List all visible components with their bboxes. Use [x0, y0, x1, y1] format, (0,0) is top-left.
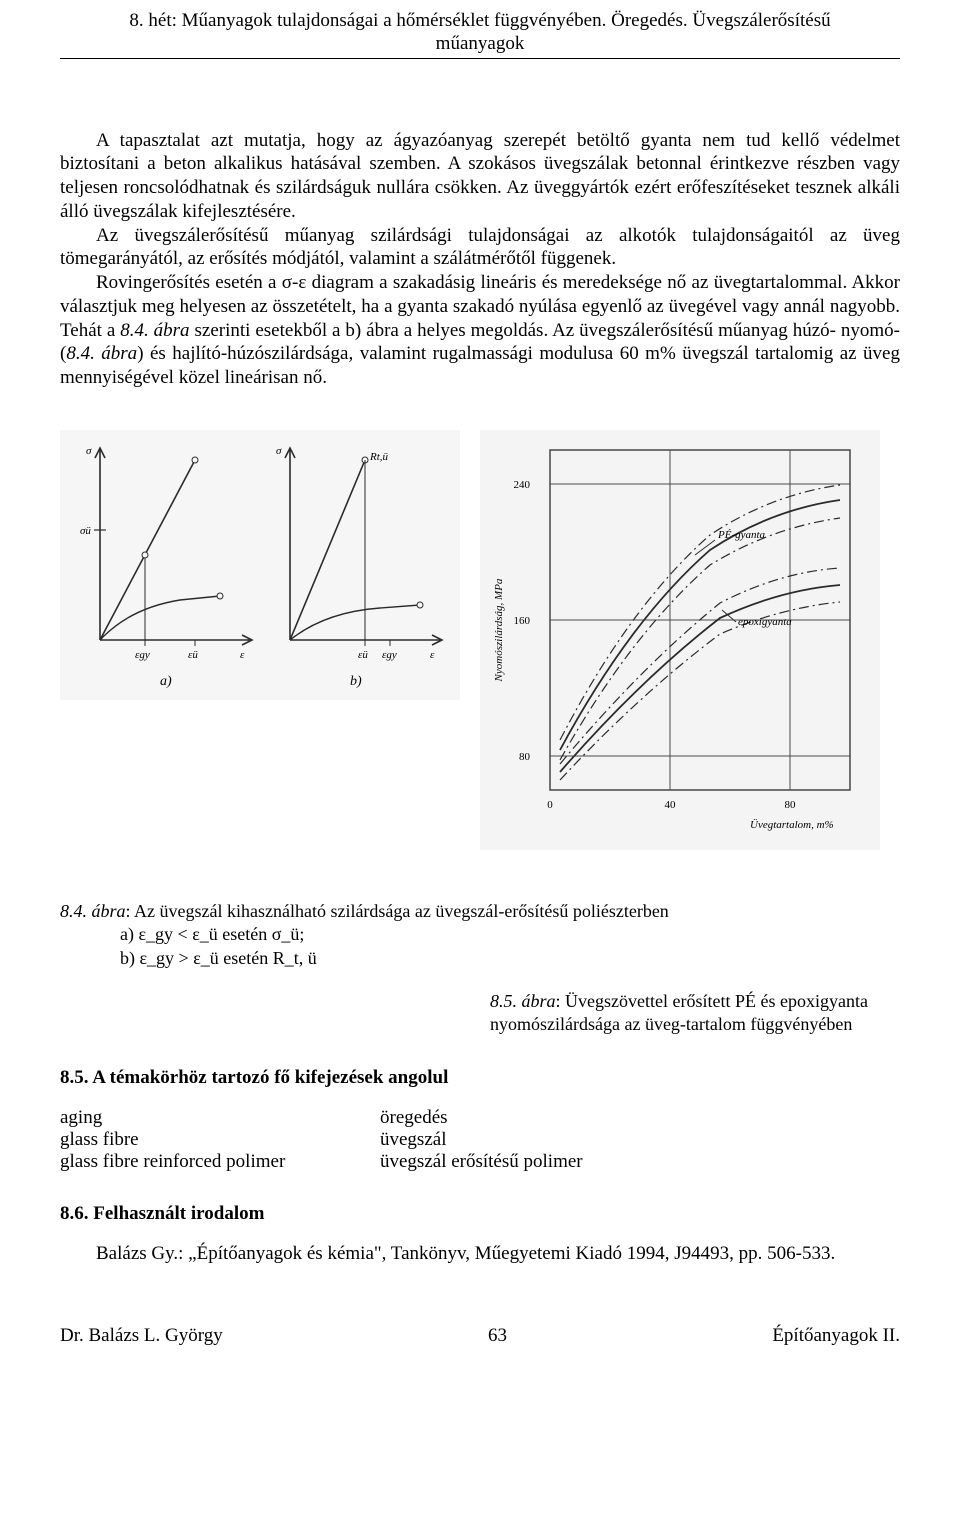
page-footer: Dr. Balázs L. György 63 Építőanyagok II.	[60, 1325, 900, 1347]
fig85-xtick-40: 40	[665, 799, 677, 811]
running-header: 8. hét: Műanyagok tulajdonságai a hőmérs…	[60, 0, 900, 59]
page: 8. hét: Műanyagok tulajdonságai a hőmérs…	[0, 0, 960, 1387]
figure-8-5: PÉ-gyanta epoxigyanta 80 160 240 0 40 80…	[480, 430, 880, 855]
terms-table: aging öregedés glass fibre üvegszál glas…	[60, 1107, 900, 1173]
p3-italic-2: 8.4. ábra	[66, 343, 137, 364]
term-row: glass fibre üvegszál	[60, 1129, 900, 1151]
header-line1: 8. hét: Műanyagok tulajdonságai a hőmérs…	[129, 10, 830, 31]
body-text: A tapasztalat azt mutatja, hogy az ágyaz…	[60, 129, 900, 390]
fig85-caption-title: 8.5. ábra	[490, 991, 556, 1011]
fig84-caption-body: : Az üvegszál kihasználható szilárdsága …	[126, 901, 669, 921]
p3-part-c: ) és hajlító-húzószilárdsága, valamint r…	[60, 343, 900, 388]
fig85-xlabel: Üvegtartalom, m%	[750, 819, 834, 831]
term-en: aging	[60, 1107, 380, 1129]
fig84a-epsu-label: εü	[188, 649, 198, 661]
fig85-svg: PÉ-gyanta epoxigyanta 80 160 240 0 40 80…	[480, 430, 880, 850]
figure-8-4: σ σü εgy εü ε a)	[60, 430, 460, 705]
fig84b-rtu-label: Rt,ü	[369, 451, 389, 463]
fig84a-sigma-label: σ	[86, 445, 92, 457]
term-hu: öregedés	[380, 1107, 448, 1129]
fig85-series1-label: PÉ-gyanta	[717, 529, 766, 541]
term-row: glass fibre reinforced polimer üvegszál …	[60, 1151, 900, 1173]
bibliography-entry: Balázs Gy.: „Építőanyagok és kémia", Tan…	[60, 1243, 900, 1265]
footer-right: Építőanyagok II.	[772, 1325, 900, 1347]
term-en: glass fibre reinforced polimer	[60, 1151, 380, 1173]
fig85-series2-label: epoxigyanta	[738, 616, 792, 628]
fig85-xtick-80: 80	[785, 799, 797, 811]
term-hu: üvegszál erősítésű polimer	[380, 1151, 583, 1173]
section-8-6-heading: 8.6. Felhasznált irodalom	[60, 1203, 900, 1225]
term-row: aging öregedés	[60, 1107, 900, 1129]
fig85-caption: 8.5. ábra: Üvegszövettel erősített PÉ és…	[490, 990, 900, 1037]
fig85-ytick-160: 160	[514, 615, 531, 627]
fig84b-epsgy-label: εgy	[382, 649, 397, 661]
fig84a-eps-label: ε	[240, 649, 245, 661]
header-line2: műanyagok	[436, 33, 525, 54]
section-8-5-heading: 8.5. A témakörhöz tartozó fő kifejezések…	[60, 1067, 900, 1089]
fig84-label-b: b)	[350, 674, 362, 689]
fig84-svg: σ σü εgy εü ε a)	[60, 430, 460, 700]
fig85-ytick-80: 80	[519, 751, 531, 763]
fig84a-epsgy-label: εgy	[135, 649, 150, 661]
term-en: glass fibre	[60, 1129, 380, 1151]
footer-left: Dr. Balázs L. György	[60, 1325, 223, 1347]
fig84a-sigmau-label: σü	[80, 525, 91, 537]
fig85-xtick-0: 0	[547, 799, 553, 811]
fig84-caption-item-b: b) ε_gy > ε_ü esetén R_t, ü	[120, 947, 900, 970]
paragraph-3: Rovingerősítés esetén a σ-ε diagram a sz…	[60, 271, 900, 390]
fig85-ytick-240: 240	[514, 479, 531, 491]
fig84-label-a: a)	[160, 674, 172, 689]
fig84-caption-item-a: a) ε_gy < ε_ü esetén σ_ü;	[120, 923, 900, 946]
p3-italic-1: 8.4. ábra	[120, 320, 189, 341]
figures-row: σ σü εgy εü ε a)	[60, 430, 900, 855]
fig84b-eps-label: ε	[430, 649, 435, 661]
paragraph-1: A tapasztalat azt mutatja, hogy az ágyaz…	[60, 129, 900, 224]
fig84b-sigma-label: σ	[276, 445, 282, 457]
footer-page-number: 63	[488, 1325, 507, 1347]
paragraph-2: Az üvegszálerősítésű műanyag szilárdsági…	[60, 224, 900, 272]
fig85-ylabel: Nyomószilárdság, MPa	[493, 578, 505, 682]
fig84-caption: 8.4. ábra: Az üvegszál kihasználható szi…	[60, 900, 900, 970]
term-hu: üvegszál	[380, 1129, 446, 1151]
fig84-caption-title: 8.4. ábra	[60, 901, 126, 921]
fig84b-epsu-label: εü	[358, 649, 368, 661]
